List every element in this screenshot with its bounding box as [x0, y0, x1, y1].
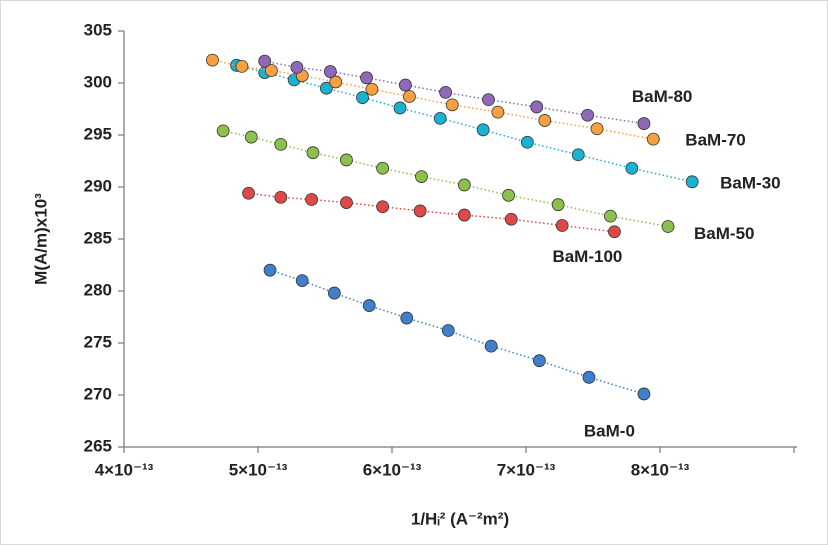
data-point — [274, 190, 288, 204]
data-point — [365, 82, 379, 96]
data-point — [685, 175, 699, 189]
data-point — [439, 85, 453, 99]
data-point — [637, 387, 651, 401]
data-point — [555, 219, 569, 232]
data-point — [206, 53, 219, 67]
data-point — [457, 208, 471, 222]
x-tick-label: 6×10⁻¹³ — [363, 460, 422, 479]
data-point — [441, 324, 455, 337]
y-axis-label: M(A/m)x10³ — [31, 193, 50, 285]
data-point — [306, 146, 320, 160]
series-label: BaM-100 — [552, 247, 622, 266]
data-point — [290, 61, 304, 74]
x-tick-label: 8×10⁻¹³ — [631, 460, 690, 479]
y-tick-label: 280 — [84, 280, 112, 299]
data-point — [258, 54, 272, 68]
data-point — [625, 161, 639, 175]
trend-line — [222, 130, 669, 228]
data-point — [274, 137, 288, 151]
x-tick-label: 5×10⁻¹³ — [229, 460, 288, 479]
data-point — [263, 263, 277, 277]
data-point — [502, 188, 515, 202]
data-point — [376, 200, 390, 214]
data-point — [362, 299, 376, 312]
data-point — [413, 204, 427, 218]
y-tick-label: 270 — [84, 384, 112, 403]
series-label: BaM-0 — [584, 421, 635, 440]
y-tick-label: 295 — [84, 124, 112, 143]
y-tick-label: 300 — [84, 72, 112, 91]
data-point — [571, 148, 585, 162]
series-label: BaM-50 — [694, 224, 754, 243]
data-point — [484, 339, 498, 353]
data-point — [235, 59, 249, 73]
data-point — [340, 153, 353, 167]
data-point — [216, 124, 230, 138]
data-point — [327, 286, 341, 300]
x-tick-label: 7×10⁻¹³ — [497, 460, 556, 479]
y-tick-label: 275 — [84, 332, 112, 351]
data-point — [356, 91, 369, 104]
data-point — [504, 212, 518, 226]
data-point — [482, 93, 495, 107]
data-point — [551, 198, 565, 212]
series-label: BaM-70 — [685, 131, 745, 150]
data-point — [400, 311, 414, 325]
series-label: BaM-30 — [720, 173, 780, 192]
data-point — [244, 130, 258, 144]
series-label: BaM-80 — [632, 87, 692, 106]
data-point — [305, 193, 319, 206]
data-point — [581, 108, 595, 122]
x-axis-label: 1/Hᵢ² (A⁻²m²) — [411, 509, 509, 528]
data-point — [476, 123, 490, 137]
data-point — [329, 75, 343, 89]
data-point — [393, 101, 407, 115]
data-point — [319, 81, 333, 95]
data-point — [608, 225, 621, 239]
data-point — [323, 65, 337, 78]
x-tick-label: 4×10⁻¹³ — [95, 460, 154, 479]
data-point — [398, 78, 412, 92]
data-point — [445, 98, 459, 112]
data-point — [415, 170, 428, 184]
data-point — [520, 135, 534, 149]
y-tick-label: 265 — [84, 436, 112, 455]
y-tick-label: 285 — [84, 228, 112, 247]
y-tick-label: 305 — [84, 20, 112, 39]
trend-line — [212, 59, 654, 140]
data-point — [264, 64, 278, 77]
data-point — [491, 105, 505, 119]
data-point — [538, 114, 552, 127]
data-point — [360, 71, 373, 85]
data-point — [604, 209, 617, 223]
y-tick-label: 290 — [84, 176, 112, 195]
data-point — [646, 132, 660, 146]
data-point — [582, 370, 596, 384]
data-point — [533, 354, 546, 368]
data-point — [637, 117, 651, 130]
data-point — [457, 178, 471, 192]
data-point — [376, 161, 390, 175]
data-point — [590, 122, 604, 136]
data-point — [340, 196, 353, 210]
data-point — [403, 90, 416, 103]
data-point — [433, 111, 447, 125]
data-point — [242, 186, 256, 200]
data-point — [295, 274, 309, 288]
data-point — [661, 220, 675, 233]
data-point — [530, 100, 544, 114]
